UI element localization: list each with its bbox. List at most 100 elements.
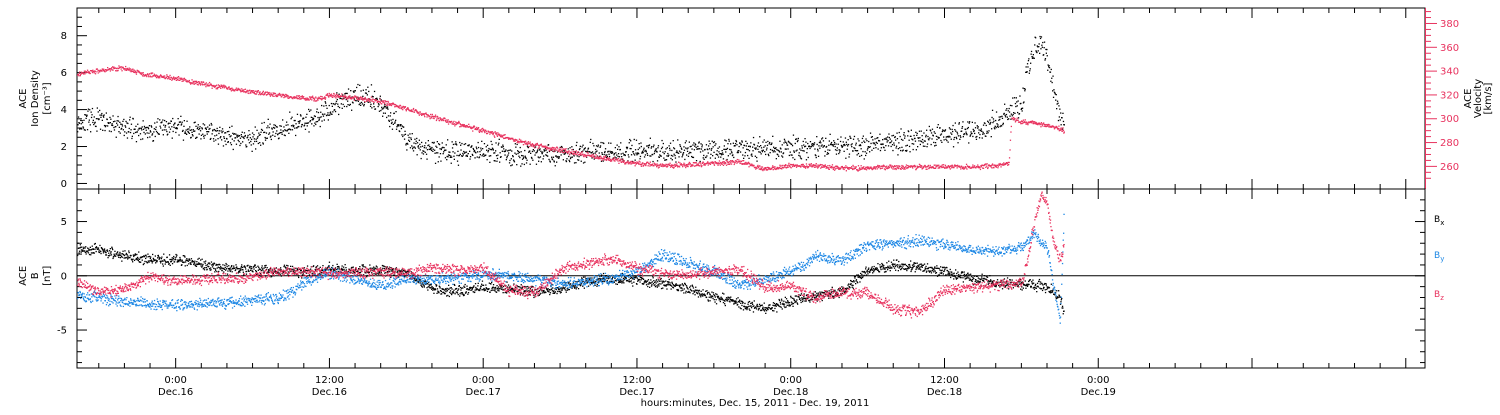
velocity-series-point [825, 164, 826, 165]
density-series-point [329, 114, 330, 115]
density-series-point [303, 118, 304, 119]
density-series-point [692, 144, 693, 145]
density-series-point [778, 156, 779, 157]
b-bx-series-point [160, 261, 161, 262]
density-series-point [107, 125, 108, 126]
density-series-point [920, 144, 921, 145]
density-series-point [451, 157, 452, 158]
velocity-series-point [603, 156, 604, 157]
density-series-point [696, 160, 697, 161]
density-series-point [191, 129, 192, 130]
density-series-point [269, 132, 270, 133]
velocity-series-point [729, 161, 730, 162]
density-series-point [239, 135, 240, 136]
density-series-point [497, 158, 498, 159]
velocity-series-point [685, 167, 686, 168]
density-series-point [197, 128, 198, 129]
density-series-point [1053, 97, 1054, 98]
density-series-point [487, 145, 488, 146]
density-series-point [599, 152, 600, 153]
velocity-series-point [516, 139, 517, 140]
density-series-point [957, 132, 958, 133]
density-series-point [631, 154, 632, 155]
b-bx-series-point [118, 255, 119, 256]
density-series-point [727, 148, 728, 149]
velocity-series-point [562, 152, 563, 153]
density-series-point [230, 135, 231, 136]
density-series-point [664, 153, 665, 154]
density-series-point [197, 127, 198, 128]
density-series-point [117, 116, 118, 117]
density-series-point [874, 143, 875, 144]
density-series-point [324, 119, 325, 120]
density-series-point [280, 129, 281, 130]
density-series-point [278, 138, 279, 139]
velocity-series-point [981, 166, 982, 167]
b-bx-series-point [145, 258, 146, 259]
density-series-point [728, 139, 729, 140]
velocity-series-point [208, 83, 209, 84]
velocity-series-point [317, 99, 318, 100]
velocity-series-point [708, 164, 709, 165]
density-series-point [373, 106, 374, 107]
density-series-point [181, 123, 182, 124]
velocity-series-point [787, 167, 788, 168]
density-series-point [348, 88, 349, 89]
density-series-point [945, 139, 946, 140]
density-series-point [974, 130, 975, 131]
top-panel-frame [77, 8, 1425, 189]
velocity-series-point [489, 134, 490, 135]
density-series-point [143, 129, 144, 130]
velocity-series-point [877, 165, 878, 166]
b-bx-series-point [210, 269, 211, 270]
density-series-point [338, 106, 339, 107]
density-series-point [612, 152, 613, 153]
density-series-point [604, 154, 605, 155]
density-series-point [86, 118, 87, 119]
b-bx-series-point [218, 271, 219, 272]
density-series-point [1005, 110, 1006, 111]
b-bx-series-point [193, 261, 194, 262]
density-series-point [1063, 121, 1064, 122]
density-series-point [248, 130, 249, 131]
density-series-point [395, 121, 396, 122]
density-series-point [120, 124, 121, 125]
b-bx-series-point [245, 267, 246, 268]
density-series-point [725, 149, 726, 150]
density-series-point [602, 154, 603, 155]
y-right-tick-label: 260 [1440, 162, 1459, 173]
velocity-series-point [944, 168, 945, 169]
density-series-point [293, 125, 294, 126]
b-bx-series-point [121, 261, 122, 262]
density-series-point [78, 116, 79, 117]
density-series-point [668, 155, 669, 156]
density-series-point [835, 146, 836, 147]
velocity-series-point [1045, 124, 1046, 125]
density-series-point [355, 90, 356, 91]
density-series-point [265, 140, 266, 141]
density-series-point [1057, 103, 1058, 104]
b-bx-series-point [214, 271, 215, 272]
velocity-series-point [328, 96, 329, 97]
density-series-point [99, 110, 100, 111]
density-series-point [652, 161, 653, 162]
density-series-point [671, 155, 672, 156]
density-series-point [656, 148, 657, 149]
velocity-series-point [272, 95, 273, 96]
density-series-point [434, 150, 435, 151]
density-series-point [106, 112, 107, 113]
density-series-point [322, 114, 323, 115]
density-series-point [156, 122, 157, 123]
velocity-series-point [256, 91, 257, 92]
density-series-point [316, 111, 317, 112]
density-series-point [370, 104, 371, 105]
velocity-series-point [1027, 124, 1028, 125]
density-series-point [772, 136, 773, 137]
density-series-point [304, 125, 305, 126]
density-series-point [241, 136, 242, 137]
density-series-point [501, 147, 502, 148]
b-bx-series-point [155, 262, 156, 263]
velocity-series-point [707, 161, 708, 162]
density-series-point [118, 131, 119, 132]
